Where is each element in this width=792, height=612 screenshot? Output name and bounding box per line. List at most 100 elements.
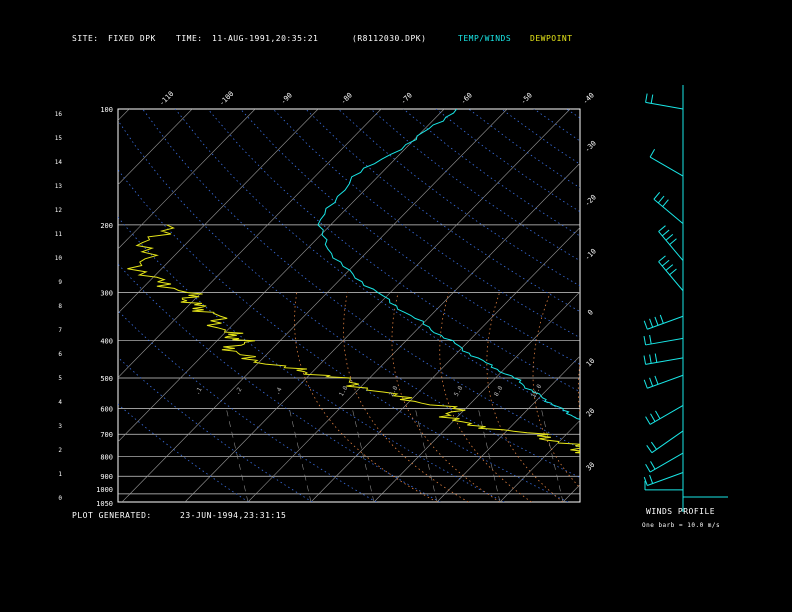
height-tick-label: 14 (55, 159, 63, 166)
mixing-ratio-line (477, 408, 501, 502)
wind-barb-flag (659, 314, 664, 324)
dry-adiabat (632, 109, 792, 502)
isotherm-top-label: -90 (279, 91, 294, 106)
isotherm-line (118, 109, 445, 443)
legend-dewpoint: DEWPOINT (530, 34, 573, 43)
isotherm-line (626, 109, 792, 502)
isotherm-right-label: -30 (583, 139, 598, 154)
moist-adiabat (391, 292, 501, 502)
isotherm-line (118, 109, 193, 186)
isotherm-line (436, 355, 580, 502)
height-tick-label: 7 (58, 327, 62, 334)
moist-adiabat (343, 292, 469, 502)
mixing-ratio-line (288, 408, 312, 502)
height-tick-label: 4 (58, 399, 62, 406)
dry-adiabat (501, 109, 580, 165)
height-tick-label: 2 (58, 447, 62, 454)
wind-barb-flag (649, 377, 654, 387)
dewpoint-profile (127, 224, 580, 454)
wind-barb-flag (643, 320, 648, 330)
isotherm-line (118, 109, 256, 250)
dry-adiabat (118, 119, 580, 479)
wind-barb-flag (665, 264, 674, 271)
wind-barb-flag (650, 94, 654, 104)
height-tick-label: 16 (55, 111, 63, 118)
height-tick-label: 11 (55, 231, 63, 238)
pressure-tick-label: 800 (100, 454, 113, 462)
height-tick-label: 10 (55, 255, 63, 262)
pressure-tick-label: 1000 (96, 486, 113, 494)
height-tick-label: 9 (58, 279, 62, 286)
height-tick-label: 5 (58, 375, 62, 382)
pressure-tick-label: 100 (100, 106, 113, 114)
wind-barb-flag (669, 268, 677, 276)
isotherm-top-label: -110 (158, 90, 176, 108)
wind-barb-flag (655, 410, 661, 419)
height-tick-label: 3 (58, 423, 62, 430)
wind-barb-flag (658, 225, 666, 232)
wind-barb-flag (657, 195, 665, 204)
pressure-tick-label: 700 (100, 431, 113, 439)
wind-barb-flag (643, 379, 648, 389)
dry-adiabat (118, 356, 313, 502)
height-tick-label: 6 (58, 351, 62, 358)
wind-barb (658, 261, 684, 292)
dry-adiabat (337, 109, 580, 287)
wind-barb (658, 231, 684, 261)
isotherm-line (0, 109, 66, 502)
isotherm-line (121, 109, 508, 502)
winds-profile-note: One barb = 10.0 m/s (642, 522, 721, 529)
isotherm-right-label: -20 (583, 193, 598, 208)
mixing-ratio-line (414, 408, 438, 502)
wind-barb-flag (650, 441, 657, 450)
wind-barb-flag (649, 149, 656, 158)
isotherm-top-label: -100 (218, 90, 236, 108)
isotherm-line (118, 109, 130, 121)
dry-adiabat (533, 109, 580, 142)
dry-adiabat (118, 403, 249, 502)
legend-temp-winds: TEMP/WINDS (458, 34, 512, 43)
wind-barb (649, 452, 684, 473)
isotherm-line (499, 419, 580, 502)
height-tick-label: 0 (58, 495, 62, 502)
isotherm-line (752, 109, 792, 502)
isotherm-line (118, 109, 382, 378)
pressure-tick-label: 500 (100, 375, 113, 383)
pressure-tick-label: 900 (100, 473, 113, 481)
dry-adiabat (599, 109, 792, 502)
wind-barb-flag (650, 461, 656, 470)
wind-barb-flag (665, 234, 674, 241)
isotherm-top-label: -50 (519, 91, 534, 106)
pressure-tick-label: 400 (100, 338, 113, 346)
height-tick-label: 13 (55, 183, 63, 190)
wind-barb (649, 156, 684, 177)
dry-adiabat (468, 109, 580, 189)
wind-barb-flag (654, 316, 659, 326)
dry-adiabat (207, 109, 580, 393)
wind-barb-flag (654, 375, 659, 385)
wind-barb-flag (645, 416, 651, 425)
isotherm-right-label: -10 (583, 247, 598, 262)
dry-adiabat (435, 109, 580, 213)
moist-adiabat (486, 292, 564, 502)
isotherm-right-label: 10 (585, 357, 597, 369)
wind-barb-flag (650, 413, 656, 422)
isotherm-line (373, 291, 580, 502)
isotherm-line (689, 109, 792, 502)
plot-frame (117, 108, 581, 503)
plot-generated-value: 23-JUN-1994,23:31:15 (180, 511, 287, 520)
dry-adiabat (403, 109, 580, 237)
winds-profile-title: WINDS PROFILE (646, 507, 716, 516)
isotherm-top-label: -40 (581, 91, 596, 106)
wind-barb-flag (662, 199, 669, 207)
time-value: 11-AUG-1991,20:35:21 (212, 34, 319, 43)
dry-adiabat (118, 168, 569, 502)
file-name: (R8112030.DPK) (352, 34, 427, 43)
wind-barb (653, 198, 684, 225)
mixing-ratio-label: 8.0 (493, 384, 505, 397)
dry-adiabat (118, 263, 441, 502)
isotherm-right-label: 30 (585, 461, 597, 473)
isotherm-line (562, 484, 580, 502)
dry-adiabat (174, 109, 580, 421)
isotherm-line (0, 109, 3, 502)
